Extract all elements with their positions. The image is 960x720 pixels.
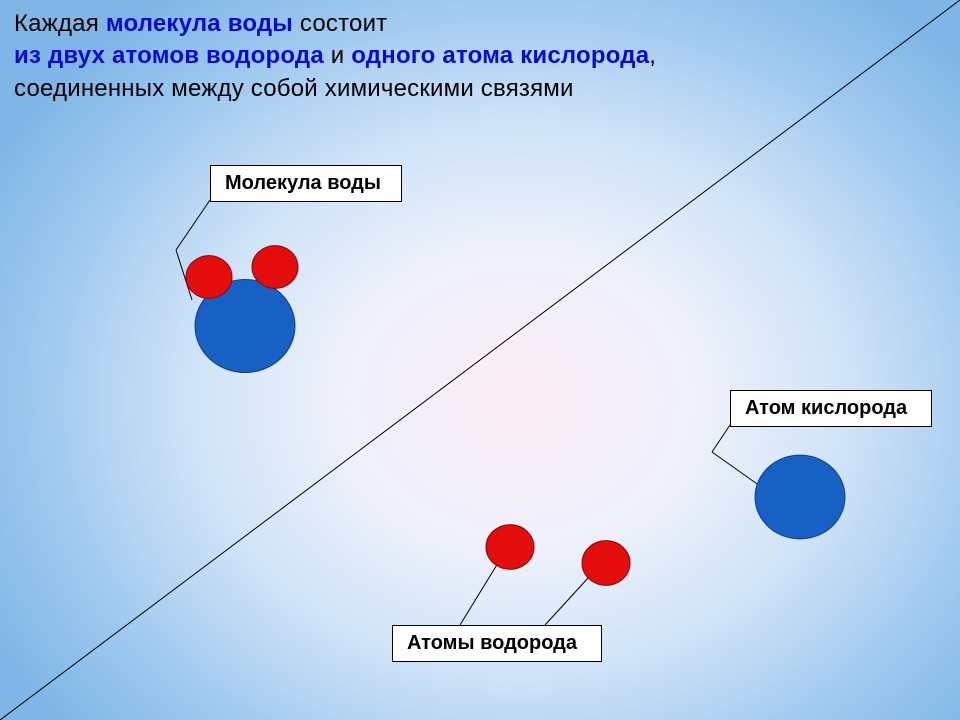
- atom-free_h1: [486, 525, 534, 570]
- diagonal-divider: [0, 0, 960, 720]
- callout-lines: [176, 200, 760, 625]
- label-oxygen: Атом кислорода: [730, 390, 932, 427]
- atom-molecule_h1: [186, 256, 232, 299]
- atom-free_oxygen: [755, 455, 845, 539]
- atom-molecule_h2: [252, 246, 298, 289]
- label-molecule: Молекула воды: [210, 165, 402, 202]
- atom-free_h2: [582, 541, 630, 586]
- diagram-stage: Каждая молекула воды состоитиз двух атом…: [0, 0, 960, 720]
- heading-text: Каждая молекула воды состоитиз двух атом…: [14, 8, 656, 105]
- diagram-svg: [0, 0, 960, 720]
- atom-molecule_big: [195, 280, 295, 373]
- label-hydrogens: Атомы водорода: [392, 625, 602, 662]
